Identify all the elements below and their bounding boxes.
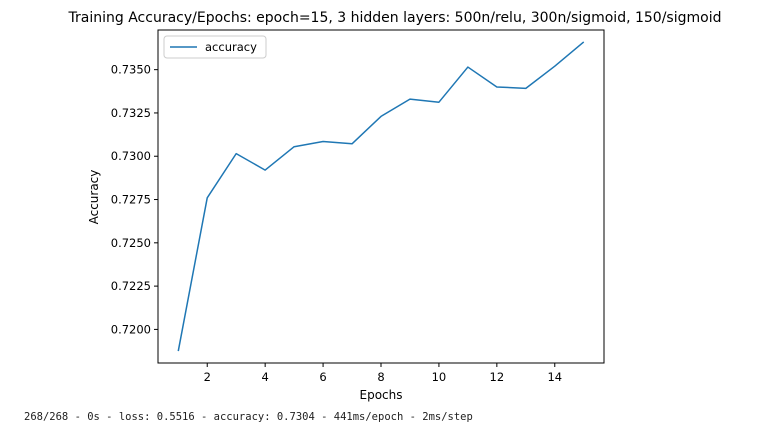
chart-canvas: Training Accuracy/Epochs: epoch=15, 3 hi… [68, 10, 722, 402]
x-axis-label: Epochs [360, 388, 403, 402]
series-layer [177, 41, 585, 352]
x-tick-label: 6 [319, 370, 326, 384]
y-tick-label: 0.7350 [111, 63, 151, 77]
x-tick-label: 12 [490, 370, 505, 384]
legend-label: accuracy [205, 40, 257, 54]
y-axis-ticks: 0.7200 0.7225 0.7250 0.7275 0.7300 0.7325 0.73… [111, 63, 158, 336]
y-tick-label: 0.7275 [111, 193, 151, 207]
y-axis-label: Accuracy [87, 170, 101, 225]
legend: accuracy [163, 35, 267, 59]
series-line-accuracy [177, 41, 585, 352]
y-tick-label: 0.7300 [111, 149, 151, 163]
y-tick-label: 0.7325 [111, 106, 151, 120]
y-tick-label: 0.7250 [111, 236, 151, 250]
y-tick-label: 0.7225 [111, 279, 151, 293]
x-axis-ticks: 2 4 6 8 10 12 14 [204, 363, 562, 384]
y-tick-label: 0.7200 [111, 322, 151, 336]
x-tick-label: 8 [377, 370, 384, 384]
x-tick-label: 2 [204, 370, 211, 384]
training-accuracy-chart: Training Accuracy/Epochs: epoch=15, 3 hi… [68, 10, 722, 402]
training-log-line: 268/268 - 0s - loss: 0.5516 - accuracy: … [24, 411, 473, 423]
chart-title: Training Accuracy/Epochs: epoch=15, 3 hi… [68, 10, 722, 26]
legend-box [163, 35, 267, 59]
x-tick-label: 14 [547, 370, 562, 384]
x-tick-label: 4 [261, 370, 268, 384]
x-tick-label: 10 [432, 370, 447, 384]
